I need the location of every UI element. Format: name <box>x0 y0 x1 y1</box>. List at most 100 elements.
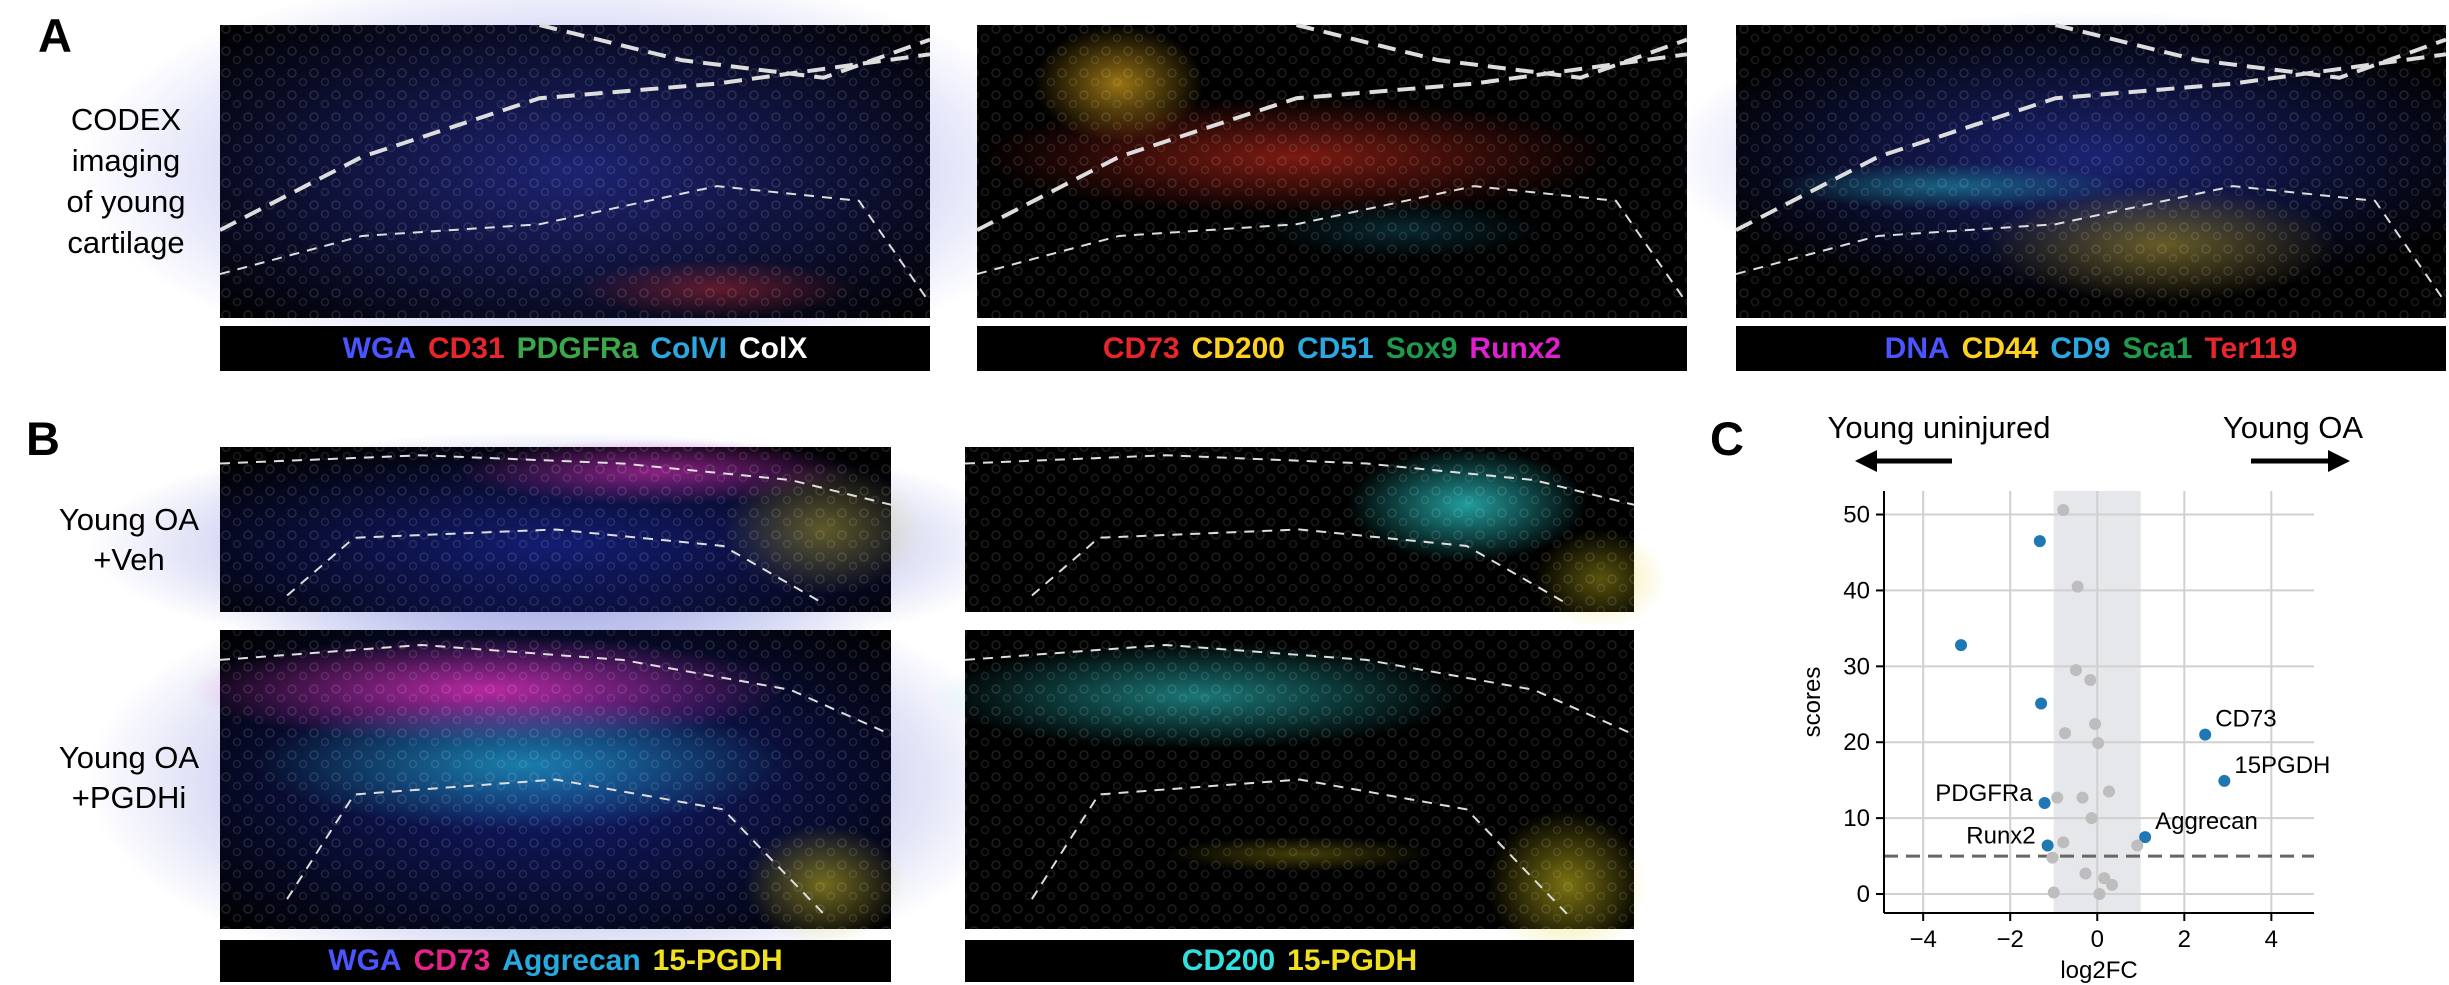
point <box>2199 728 2212 741</box>
point-label: PDGFRa <box>1935 780 2033 807</box>
y-tick-label: 10 <box>1843 805 1870 832</box>
row-label: cartilage <box>67 225 184 260</box>
row-label: CODEX <box>71 102 182 137</box>
stain-name: CD200 <box>1191 331 1285 365</box>
stain-name: CD31 <box>427 331 505 365</box>
point-label: Aggrecan <box>2155 808 2258 835</box>
boundary <box>964 643 1635 736</box>
point <box>2051 791 2064 804</box>
cell-texture <box>977 25 1687 318</box>
row-label: Young OA <box>59 740 200 775</box>
cell-texture <box>220 25 930 318</box>
point <box>2046 851 2059 864</box>
boundary <box>964 454 1635 506</box>
point <box>2041 839 2054 852</box>
point <box>2092 736 2105 749</box>
point <box>2057 836 2070 849</box>
boundary <box>976 185 1688 304</box>
row-label: imaging <box>72 143 181 178</box>
boundary <box>1735 185 2447 304</box>
boundary <box>219 185 931 304</box>
stain-name: CD73 <box>1102 331 1180 365</box>
stain-name: Runx2 <box>1469 331 1562 365</box>
caption-bar: CD73 CD200 CD51 Sox9 Runx2 <box>977 326 1687 371</box>
point <box>1955 639 1968 652</box>
x-axis-label: log2FC <box>2060 957 2137 984</box>
y-tick-label: 20 <box>1843 729 1870 756</box>
stain-name: CD9 <box>2050 331 2111 365</box>
stain-name: DNA <box>1884 331 1950 365</box>
point <box>2218 774 2231 787</box>
point <box>2033 535 2046 548</box>
boundary <box>219 454 892 506</box>
panel-label: B <box>26 412 60 465</box>
stain-name: PDGFRa <box>516 331 639 365</box>
stain-name: WGA <box>342 331 416 365</box>
point <box>2093 888 2106 901</box>
boundary <box>2055 23 2447 80</box>
y-tick-label: 40 <box>1843 577 1870 604</box>
x-tick-label: −4 <box>1909 926 1936 953</box>
point <box>2103 785 2116 798</box>
stain-name: ColVI <box>650 331 728 365</box>
cell-texture <box>1736 25 2446 318</box>
boundary <box>1031 778 1568 915</box>
caption-bar: DNA CD44 CD9 Sca1 Ter119 <box>1736 326 2446 371</box>
stain-name: CD73 <box>413 944 491 977</box>
panel-label: C <box>1710 412 1744 465</box>
boundary <box>1031 528 1568 605</box>
point <box>2071 580 2084 593</box>
point <box>2038 796 2051 809</box>
point <box>2131 839 2144 852</box>
stain-name: Aggrecan <box>502 944 641 977</box>
stain-name: WGA <box>328 944 402 977</box>
point-label: 15PGDH <box>2234 752 2330 779</box>
caption-bar: WGA CD31 PDGFRa ColVI ColX <box>220 326 930 371</box>
boundary <box>286 528 825 605</box>
arrow-label: Young uninjured <box>1828 410 2051 445</box>
stain-name: CD200 <box>1181 944 1276 977</box>
point <box>2085 812 2098 825</box>
caption-bar: WGA CD73 Aggrecan 15-PGDH <box>220 940 891 982</box>
point <box>2059 727 2072 740</box>
row-label: +Veh <box>93 542 165 577</box>
point <box>2098 872 2111 885</box>
caption-bar: CD200 15-PGDH <box>965 940 1634 982</box>
arrow-head <box>2328 450 2350 472</box>
x-tick-label: −2 <box>1997 926 2024 953</box>
point <box>2069 664 2082 677</box>
point <box>2139 831 2152 844</box>
x-tick-label: 2 <box>2178 926 2191 953</box>
point-label: Runx2 <box>1966 822 2035 849</box>
boundary <box>286 778 825 915</box>
boundary <box>1296 23 1688 80</box>
row-label: +PGDHi <box>72 780 187 815</box>
stain-name: Ter119 <box>2204 331 2298 365</box>
row-label: Young OA <box>59 502 200 537</box>
stain-name: 15-PGDH <box>1287 944 1418 977</box>
point <box>2079 867 2092 880</box>
stain-name: CD44 <box>1961 331 2039 365</box>
y-tick-label: 30 <box>1843 653 1870 680</box>
panel-label: A <box>38 9 72 62</box>
stain-name: ColX <box>739 331 808 365</box>
x-tick-label: 0 <box>2091 926 2104 953</box>
stain-name: Sca1 <box>2122 331 2193 365</box>
point <box>2057 503 2070 516</box>
point <box>2076 791 2089 804</box>
stain-name: 15-PGDH <box>652 944 783 977</box>
row-label: of young <box>67 184 186 219</box>
point <box>2084 673 2097 686</box>
point-label: CD73 <box>2215 706 2276 733</box>
boundary <box>539 23 931 80</box>
point <box>2106 878 2119 891</box>
y-tick-label: 0 <box>1857 881 1870 908</box>
point <box>2035 697 2048 710</box>
boundary <box>219 643 892 736</box>
y-axis-label: scores <box>1799 667 1826 738</box>
stain-name: CD51 <box>1296 331 1374 365</box>
x-tick-label: 4 <box>2265 926 2278 953</box>
point <box>2047 886 2060 899</box>
